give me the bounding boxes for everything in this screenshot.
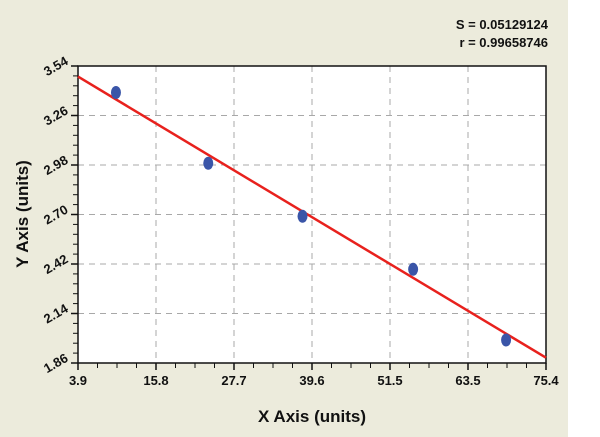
x-tick-label: 75.4: [533, 373, 559, 388]
data-point: [408, 262, 419, 276]
y-tick-label: 2.98: [41, 152, 70, 178]
grid-lines: [78, 66, 546, 363]
y-tick-labels: 1.86 2.14 2.42 2.70 2.98 3.26 3.54: [41, 53, 71, 376]
x-tick-label: 63.5: [455, 373, 480, 388]
x-tick-label: 3.9: [69, 373, 87, 388]
y-tick-label: 3.26: [41, 103, 70, 129]
plot-frame: [77, 65, 547, 364]
y-tick-label: 2.70: [41, 202, 70, 228]
data-point: [501, 333, 512, 347]
data-points: [110, 86, 512, 347]
x-tick-label: 15.8: [143, 373, 168, 388]
y-tick-label: 1.86: [41, 350, 70, 376]
data-point: [297, 209, 308, 223]
x-tick-label: 27.7: [221, 373, 246, 388]
x-tick-label: 39.6: [299, 373, 324, 388]
regression-line: [77, 75, 547, 359]
x-axis-title: X Axis (units): [258, 407, 366, 426]
x-tick-labels: 3.9 15.8 27.7 39.6 51.5 63.5 75.4: [69, 373, 559, 388]
data-point: [203, 156, 214, 170]
s-value: S = 0.05129124: [455, 17, 548, 32]
y-axis-title: Y Axis (units): [13, 160, 32, 268]
regression-stats: S = 0.05129124 r = 0.99658746: [456, 16, 548, 52]
axis-ticks: [71, 65, 547, 370]
y-tick-label: 2.42: [41, 251, 70, 277]
y-tick-label: 2.14: [41, 300, 71, 326]
r-value: r = 0.99658746: [459, 35, 548, 50]
y-tick-label: 3.54: [41, 53, 71, 79]
x-tick-label: 51.5: [377, 373, 402, 388]
data-point: [110, 86, 121, 100]
